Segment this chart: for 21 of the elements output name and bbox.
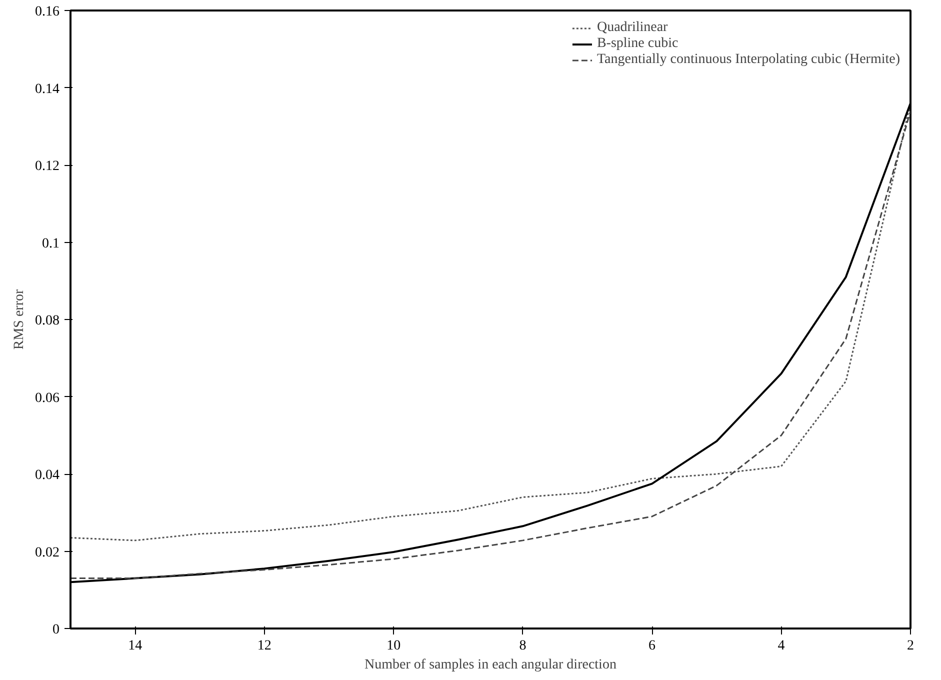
legend-label: Tangentially continuous Interpolating cubic (Hermite) (596, 52, 900, 68)
y-tick-label: 0.14 (35, 82, 60, 97)
y-axis-title: RMS error (12, 289, 27, 350)
y-tick-label: 0 (52, 622, 60, 638)
y-tick-label: 0.06 (35, 390, 60, 406)
y-tick-label: 0.1 (42, 236, 60, 252)
y-tick-label: 0.04 (35, 468, 60, 483)
y-tick-label: 0.16 (35, 4, 60, 20)
x-tick-label: 2 (907, 638, 914, 654)
x-tick-label: 10 (386, 638, 401, 654)
legend-label: B-spline cubic (596, 36, 678, 52)
x-tick-label: 12 (257, 638, 272, 654)
x-tick-label: 4 (778, 638, 785, 654)
y-tick-label: 0.08 (35, 314, 60, 328)
x-tick-label: 14 (128, 638, 142, 654)
y-tick-label: 0.02 (35, 545, 60, 560)
x-axis-title: Number of samples in each angular direction (364, 658, 616, 672)
x-tick-label: 6 (648, 638, 656, 654)
legend-label: Quadrilinear (596, 20, 668, 36)
y-tick-label: 0.12 (35, 159, 60, 174)
x-tick-label: 8 (519, 638, 526, 654)
